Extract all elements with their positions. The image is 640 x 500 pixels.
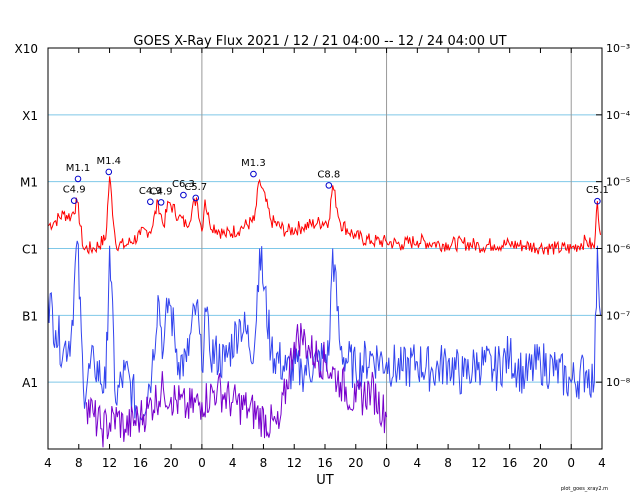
flare-label: M1.1	[66, 163, 91, 174]
flare-marker	[70, 197, 78, 204]
x-tick-label: 4	[598, 456, 606, 470]
x-tick-label: 12	[102, 456, 117, 470]
footnote: plot_goes_xray2.m	[561, 486, 608, 492]
x-tick-label: 20	[163, 456, 178, 470]
flare-marker	[180, 191, 187, 199]
x-tick-label: 20	[533, 456, 548, 470]
flare-label: C4.9	[150, 186, 173, 197]
right-axis-label: 10⁻⁷	[606, 309, 630, 322]
x-axis-label: UT	[316, 473, 334, 488]
flare-marker	[594, 197, 601, 205]
series-line	[86, 323, 388, 448]
grid-layer	[48, 48, 602, 449]
x-tick-label: 4	[44, 456, 52, 470]
flare-label: C4.9	[63, 185, 86, 196]
x-tick-label: 12	[471, 456, 486, 470]
chart-title: GOES X-Ray Flux 2021 / 12 / 21 04:00 -- …	[133, 34, 506, 49]
right-axis-label: 10⁻⁸	[606, 376, 631, 389]
x-tick-label: 16	[317, 456, 332, 470]
flare-marker	[105, 168, 113, 176]
right-axis-label: 10⁻⁵	[606, 176, 630, 189]
flare-label: M1.3	[241, 158, 266, 169]
left-axis-label: X1	[22, 109, 38, 123]
flare-marker	[250, 170, 257, 178]
flare-marker	[325, 182, 333, 189]
flare-label: C4.9	[139, 186, 162, 197]
flare-label: C6.3	[172, 179, 195, 190]
x-tick-label: 12	[287, 456, 302, 470]
flare-label: C5.1	[586, 185, 609, 196]
series-line	[47, 240, 601, 431]
x-tick-label: 8	[444, 456, 452, 470]
x-tick-label: 8	[260, 456, 268, 470]
x-tick-label: 16	[502, 456, 517, 470]
right-axis-label: 10⁻³	[606, 42, 630, 55]
series-line	[47, 176, 601, 255]
x-tick-label: 0	[198, 456, 206, 470]
left-axis-label: B1	[22, 309, 38, 323]
series-layer	[47, 176, 601, 448]
annotation-layer: C4.9M1.1M1.4C4.9C4.9C6.3C5.7M1.3C8.8C5.1	[63, 156, 609, 206]
flare-marker	[157, 199, 165, 206]
left-axis-label: A1	[22, 376, 38, 390]
tick-layer: 4 8 12 16 20 0 4 8 12 16 20 0 4 8 12 16 20 0 4 X10 X1 M1 C1 B1 A…	[15, 42, 631, 470]
right-axis-label: 10⁻⁴	[606, 109, 631, 122]
left-axis-label: C1	[22, 243, 38, 257]
left-axis-label: X10	[15, 42, 39, 56]
x-tick-label: 16	[133, 456, 148, 470]
flare-marker	[74, 175, 82, 183]
flare-label: C8.8	[317, 169, 340, 180]
x-tick-label: 0	[383, 456, 391, 470]
flare-label: C5.7	[184, 182, 207, 193]
x-tick-label: 8	[75, 456, 83, 470]
x-tick-label: 20	[348, 456, 363, 470]
flare-marker	[147, 198, 154, 206]
x-tick-label: 4	[414, 456, 422, 470]
left-axis-label: M1	[20, 176, 38, 190]
x-tick-label: 4	[229, 456, 237, 470]
flare-marker	[192, 194, 200, 202]
right-axis-label: 10⁻⁶	[606, 243, 631, 256]
flare-label: M1.4	[97, 156, 122, 167]
x-tick-label: 0	[567, 456, 575, 470]
